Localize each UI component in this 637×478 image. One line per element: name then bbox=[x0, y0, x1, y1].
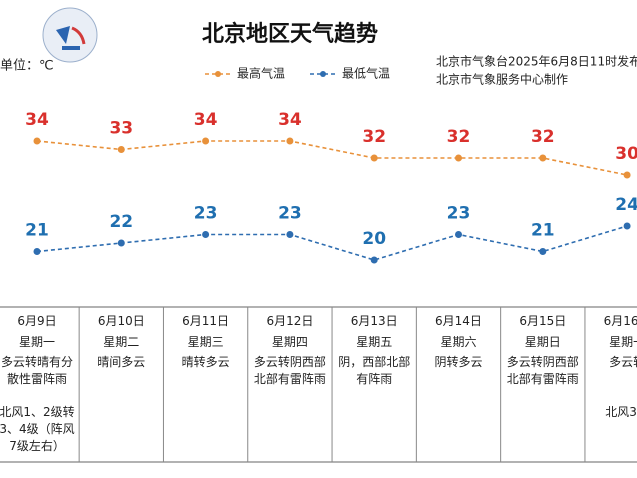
date: 6月11日 bbox=[182, 314, 230, 328]
data-label: 23 bbox=[194, 204, 218, 224]
weekday: 星期三 bbox=[187, 335, 224, 349]
weekday: 星期日 bbox=[524, 335, 561, 349]
weather: 阴，西部北部有阵雨 bbox=[338, 355, 411, 386]
weekday: 星期二 bbox=[103, 335, 140, 349]
series-line bbox=[36, 140, 628, 176]
source-line: 北京市气象台2025年6月8日11时发布 bbox=[436, 54, 637, 69]
legend-marker bbox=[320, 71, 326, 77]
date: 6月15日 bbox=[519, 314, 567, 328]
data-point bbox=[455, 154, 462, 162]
data-label: 33 bbox=[109, 119, 133, 139]
data-point bbox=[623, 222, 631, 230]
date: 6月16日 bbox=[603, 314, 637, 328]
logo bbox=[42, 7, 98, 63]
legend-marker bbox=[215, 71, 221, 77]
legend-label: 最高气温 bbox=[237, 66, 285, 81]
data-label: 23 bbox=[278, 204, 302, 224]
data-point bbox=[286, 137, 294, 145]
weather: 多云转阴西部北部有雷阵雨 bbox=[506, 355, 579, 386]
data-label: 34 bbox=[194, 110, 218, 130]
data-label: 32 bbox=[531, 127, 555, 147]
series-line bbox=[36, 225, 628, 261]
data-point bbox=[286, 231, 294, 238]
data-point bbox=[370, 256, 378, 264]
data-label: 21 bbox=[531, 221, 555, 241]
wind: 北风1、2级转3、4级（阵风7级左右） bbox=[0, 405, 75, 453]
data-label: 22 bbox=[109, 212, 133, 232]
weather: 多云转 bbox=[609, 355, 637, 369]
data-point bbox=[117, 146, 125, 153]
data-point bbox=[33, 137, 41, 145]
wind: 北风3、 bbox=[605, 405, 637, 419]
data-label: 24 bbox=[615, 195, 637, 215]
data-point bbox=[623, 171, 631, 179]
chart-title: 北京地区天气趋势 bbox=[202, 21, 378, 47]
data-label: 23 bbox=[447, 204, 471, 224]
date: 6月9日 bbox=[17, 314, 57, 328]
weekday: 星期六 bbox=[440, 335, 477, 349]
weather: 晴间多云 bbox=[97, 355, 146, 369]
data-point bbox=[202, 137, 210, 145]
table-border bbox=[0, 306, 637, 463]
data-label: 34 bbox=[25, 110, 49, 130]
weather: 多云转晴有分散性雷阵雨 bbox=[1, 355, 74, 386]
weekday: 星期五 bbox=[356, 335, 393, 349]
weekday: 星期四 bbox=[271, 335, 308, 349]
date: 6月12日 bbox=[266, 314, 314, 328]
data-label: 32 bbox=[447, 127, 471, 147]
weather: 多云转阴西部北部有雷阵雨 bbox=[253, 355, 326, 386]
source-line: 北京市气象服务中心制作 bbox=[436, 72, 568, 87]
unit-label: 单位：℃ bbox=[0, 59, 54, 74]
data-label: 34 bbox=[278, 110, 302, 130]
data-label: 30 bbox=[615, 144, 637, 164]
date: 6月13日 bbox=[350, 314, 398, 328]
data-point bbox=[202, 231, 210, 238]
legend-label: 最低气温 bbox=[342, 66, 390, 81]
data-point bbox=[539, 248, 547, 255]
weekday: 星期一 bbox=[19, 335, 56, 349]
date: 6月10日 bbox=[97, 314, 145, 328]
data-label: 21 bbox=[25, 221, 49, 241]
data-label: 32 bbox=[362, 127, 386, 147]
weather: 阴转多云 bbox=[434, 355, 483, 369]
data-point bbox=[370, 154, 378, 162]
weekday: 星期一 bbox=[609, 335, 637, 349]
data-label: 20 bbox=[362, 229, 386, 249]
data-point bbox=[455, 231, 462, 238]
data-point bbox=[117, 239, 125, 247]
date: 6月14日 bbox=[435, 314, 482, 328]
data-point bbox=[539, 154, 547, 162]
data-point bbox=[33, 248, 41, 255]
weather: 晴转多云 bbox=[181, 355, 230, 369]
